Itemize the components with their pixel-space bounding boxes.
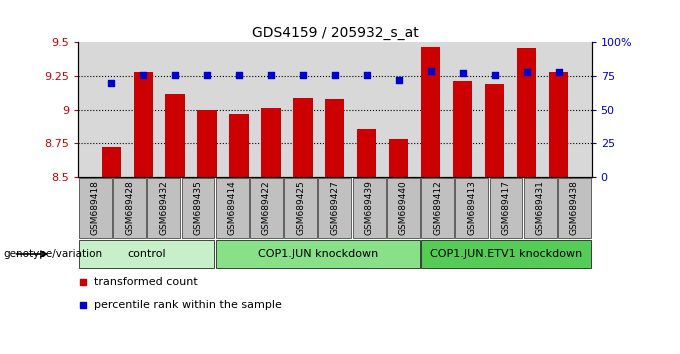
Bar	[517, 48, 537, 177]
Point	[490, 72, 500, 78]
Bar	[229, 114, 249, 177]
Point	[169, 72, 180, 78]
FancyBboxPatch shape	[79, 240, 214, 268]
Point	[554, 69, 564, 75]
FancyBboxPatch shape	[490, 178, 522, 238]
Bar	[325, 99, 345, 177]
Bar	[165, 93, 185, 177]
Text: control: control	[127, 249, 166, 259]
Point	[297, 72, 308, 78]
Point	[362, 72, 373, 78]
FancyBboxPatch shape	[216, 178, 249, 238]
FancyBboxPatch shape	[216, 240, 420, 268]
Point	[201, 72, 212, 78]
FancyBboxPatch shape	[148, 178, 180, 238]
Text: transformed count: transformed count	[94, 277, 197, 287]
Text: COP1.JUN knockdown: COP1.JUN knockdown	[258, 249, 378, 259]
Text: GSM689427: GSM689427	[330, 181, 339, 235]
Text: GSM689440: GSM689440	[399, 181, 408, 235]
FancyBboxPatch shape	[182, 178, 214, 238]
Bar	[453, 81, 473, 177]
Bar	[197, 110, 217, 177]
FancyBboxPatch shape	[421, 178, 454, 238]
Point	[330, 72, 341, 78]
FancyBboxPatch shape	[318, 178, 352, 238]
Bar	[293, 98, 313, 177]
Text: GSM689431: GSM689431	[536, 181, 545, 235]
FancyBboxPatch shape	[558, 178, 591, 238]
Point	[426, 68, 437, 74]
Bar	[101, 147, 121, 177]
Text: GSM689414: GSM689414	[228, 181, 237, 235]
Text: GSM689412: GSM689412	[433, 181, 442, 235]
FancyBboxPatch shape	[284, 178, 317, 238]
FancyBboxPatch shape	[387, 178, 420, 238]
Text: GSM689418: GSM689418	[91, 181, 100, 235]
Text: COP1.JUN.ETV1 knockdown: COP1.JUN.ETV1 knockdown	[430, 249, 582, 259]
FancyBboxPatch shape	[250, 178, 283, 238]
Text: GSM689439: GSM689439	[364, 181, 373, 235]
Text: GSM689438: GSM689438	[570, 181, 579, 235]
Title: GDS4159 / 205932_s_at: GDS4159 / 205932_s_at	[252, 26, 418, 40]
Text: genotype/variation: genotype/variation	[3, 249, 103, 259]
Point	[137, 72, 148, 78]
Text: GSM689435: GSM689435	[194, 181, 203, 235]
FancyBboxPatch shape	[79, 178, 112, 238]
FancyBboxPatch shape	[113, 178, 146, 238]
FancyBboxPatch shape	[456, 178, 488, 238]
Point	[394, 77, 405, 83]
Text: GSM689413: GSM689413	[467, 181, 476, 235]
Point	[105, 80, 116, 86]
Text: GSM689425: GSM689425	[296, 181, 305, 235]
Text: GSM689422: GSM689422	[262, 181, 271, 235]
Text: GSM689432: GSM689432	[159, 181, 168, 235]
Bar	[357, 129, 377, 177]
Bar	[549, 72, 568, 177]
Bar	[133, 72, 153, 177]
FancyBboxPatch shape	[524, 178, 557, 238]
Bar	[389, 139, 409, 177]
Bar	[421, 46, 441, 177]
FancyBboxPatch shape	[353, 178, 386, 238]
Point	[265, 72, 276, 78]
Point	[522, 69, 532, 75]
Point	[458, 70, 469, 76]
Text: percentile rank within the sample: percentile rank within the sample	[94, 300, 282, 310]
Point	[233, 72, 244, 78]
Text: GSM689417: GSM689417	[502, 181, 511, 235]
FancyBboxPatch shape	[421, 240, 591, 268]
Point	[376, 197, 387, 203]
Bar	[485, 84, 505, 177]
Bar	[261, 108, 281, 177]
Text: GSM689428: GSM689428	[125, 181, 134, 235]
